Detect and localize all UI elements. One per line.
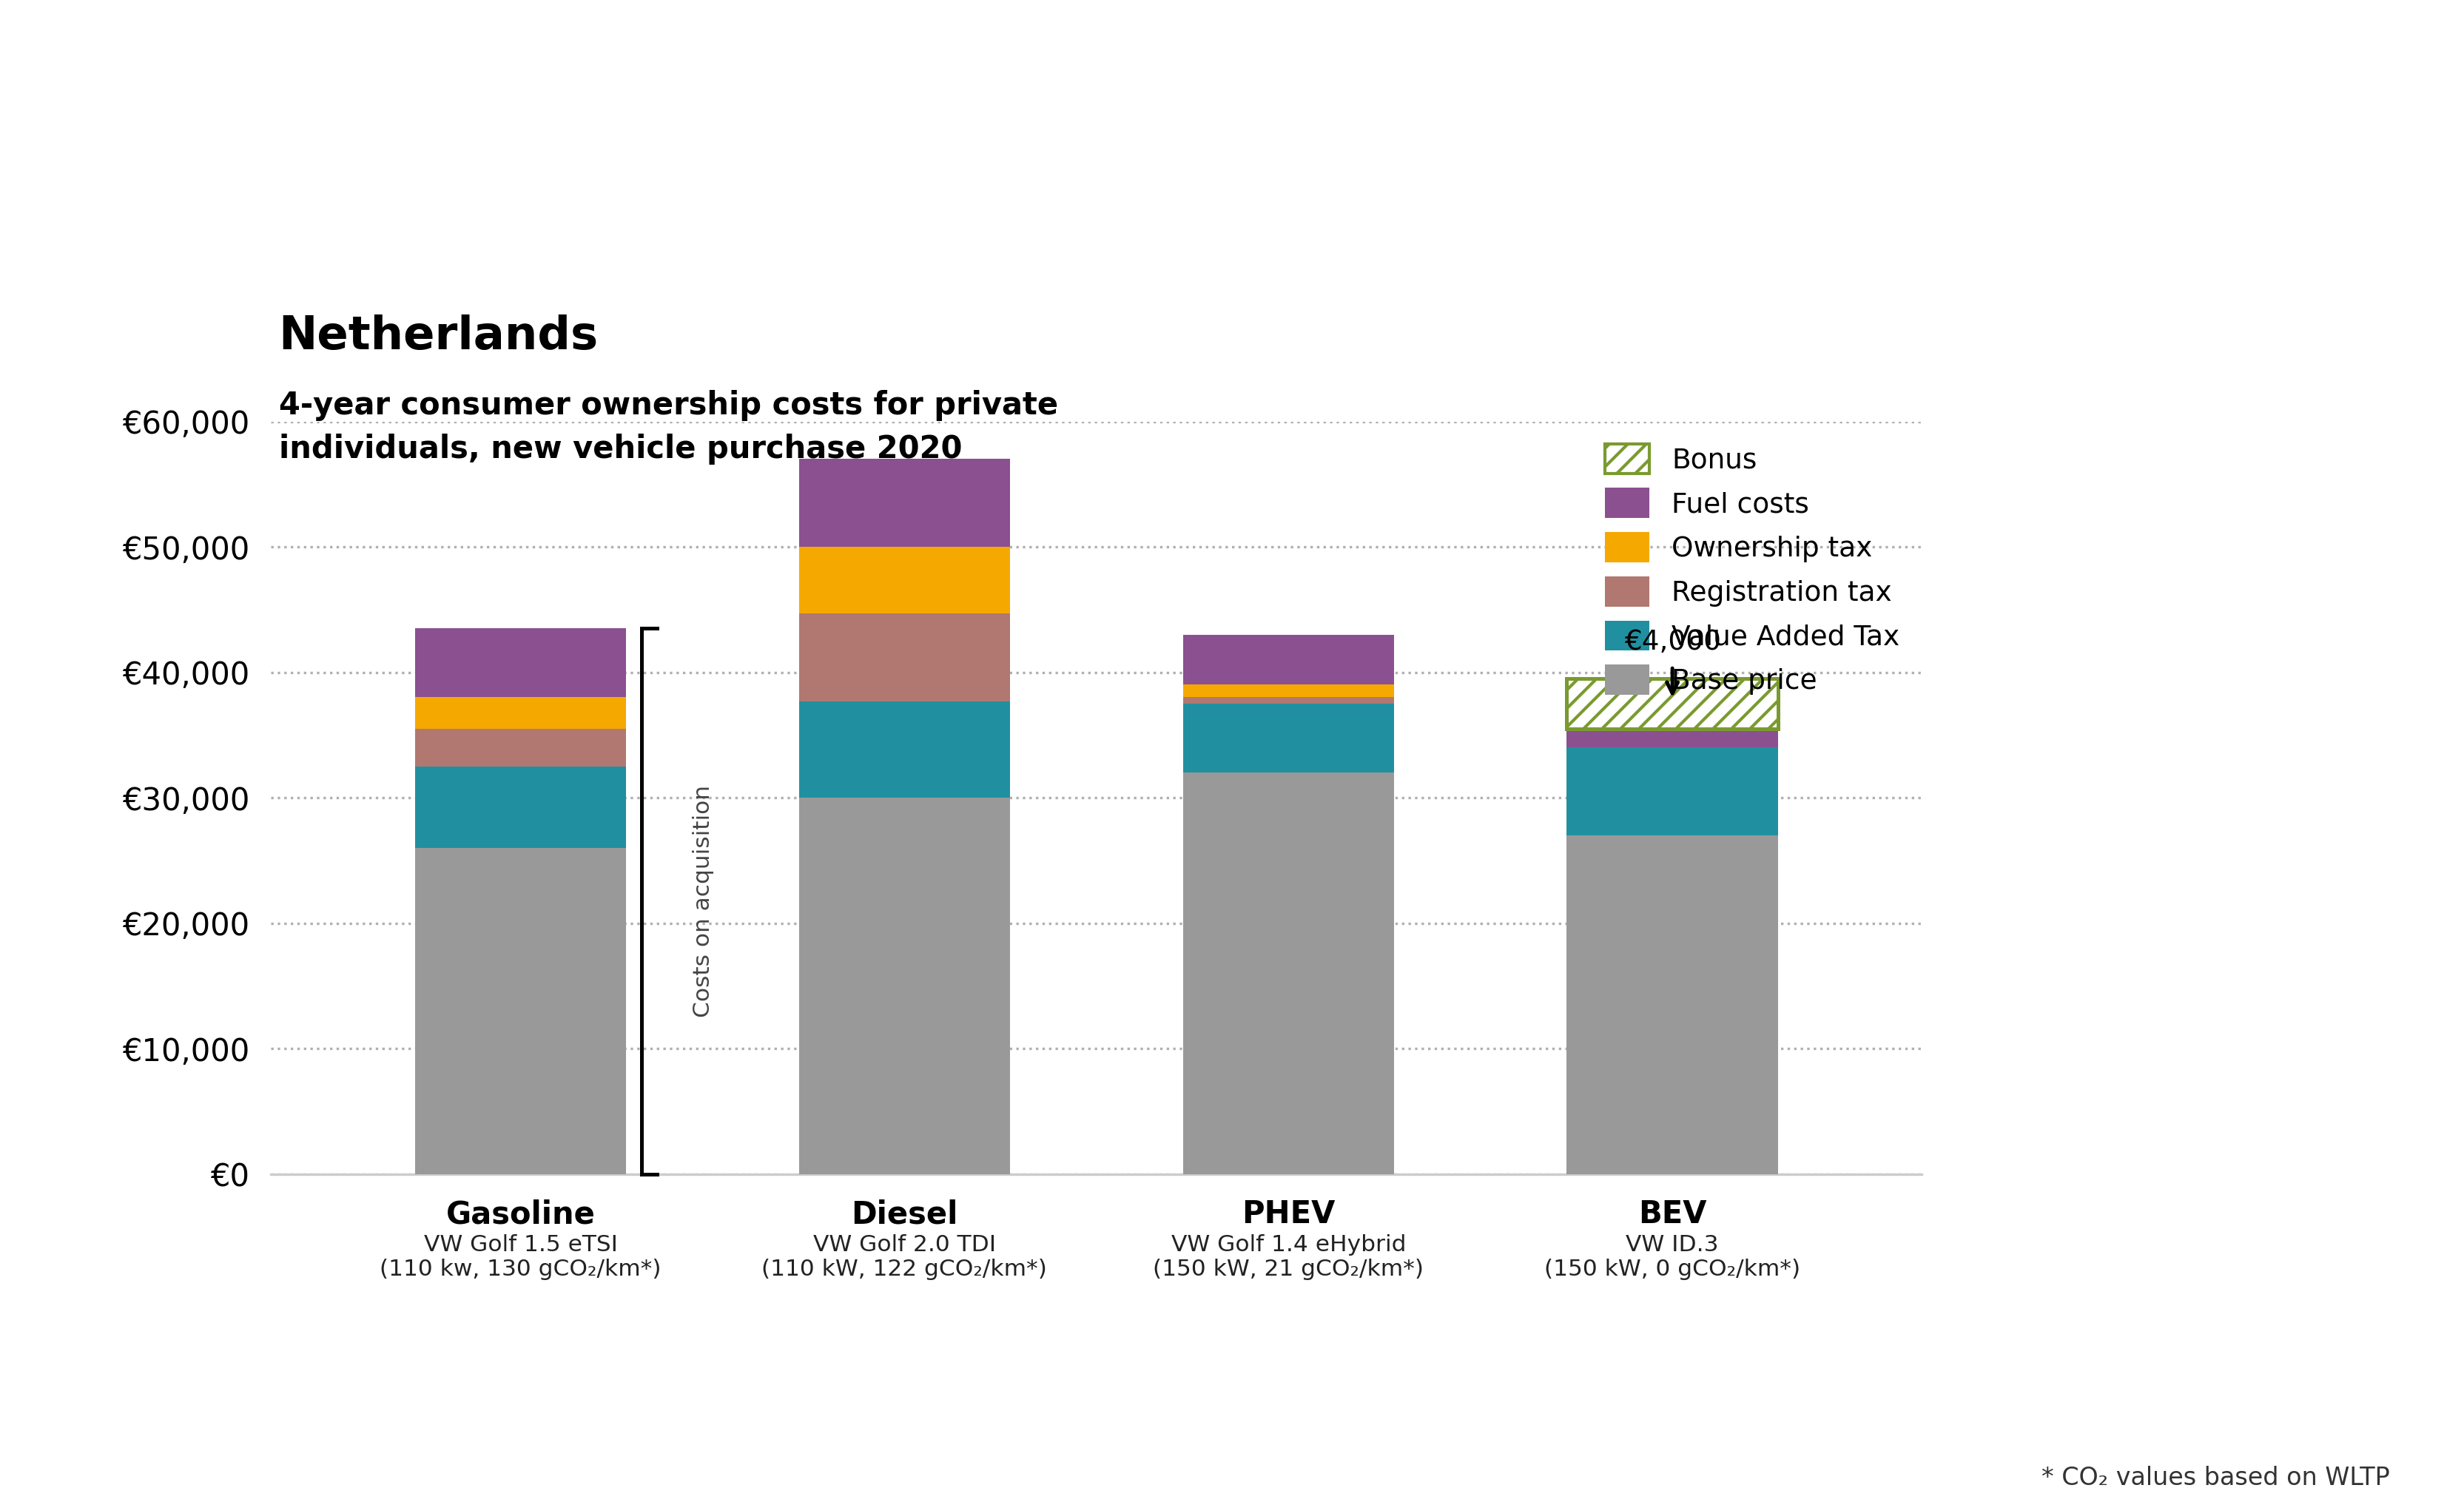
Bar (414, 697, 626, 728)
Text: 4-year consumer ownership costs for private
individuals, new vehicle purchase 20: 4-year consumer ownership costs for priv… (278, 390, 1057, 465)
Bar (414, 629, 626, 697)
Bar (798, 798, 1010, 1174)
Text: Netherlands: Netherlands (278, 315, 599, 358)
Bar (1567, 835, 1779, 1174)
Bar (414, 847, 626, 1174)
Bar (1567, 728, 1779, 748)
Text: VW ID.3
(150 kW, 0 gCO₂/km*): VW ID.3 (150 kW, 0 gCO₂/km*) (1545, 1234, 1801, 1281)
Text: Costs on acquisition: Costs on acquisition (692, 786, 715, 1017)
Bar (1183, 697, 1395, 703)
Bar (1183, 772, 1395, 1174)
Bar (798, 459, 1010, 546)
Bar (1183, 704, 1395, 772)
Bar (1567, 748, 1779, 835)
Bar (798, 546, 1010, 614)
Legend: Bonus, Fuel costs, Ownership tax, Registration tax, Value Added Tax, Base price: Bonus, Fuel costs, Ownership tax, Regist… (1597, 435, 1907, 703)
Bar (414, 728, 626, 766)
Text: €4,000: €4,000 (1624, 629, 1720, 694)
Text: Diesel: Diesel (850, 1199, 958, 1230)
Text: PHEV: PHEV (1242, 1199, 1335, 1230)
Text: VW Golf 1.5 eTSI
(110 kw, 130 gCO₂/km*): VW Golf 1.5 eTSI (110 kw, 130 gCO₂/km*) (379, 1234, 660, 1281)
Text: VW Golf 2.0 TDI
(110 kW, 122 gCO₂/km*): VW Golf 2.0 TDI (110 kW, 122 gCO₂/km*) (761, 1234, 1047, 1281)
Bar (1183, 685, 1395, 697)
Text: Gasoline: Gasoline (446, 1199, 596, 1230)
Bar (414, 766, 626, 847)
Bar (798, 701, 1010, 798)
Bar (1567, 679, 1779, 728)
Bar (1183, 635, 1395, 685)
Bar (798, 614, 1010, 701)
Text: * CO₂ values based on WLTP: * CO₂ values based on WLTP (2043, 1466, 2390, 1490)
Text: BEV: BEV (1639, 1199, 1708, 1230)
Text: VW Golf 1.4 eHybrid
(150 kW, 21 gCO₂/km*): VW Golf 1.4 eHybrid (150 kW, 21 gCO₂/km*… (1153, 1234, 1424, 1281)
